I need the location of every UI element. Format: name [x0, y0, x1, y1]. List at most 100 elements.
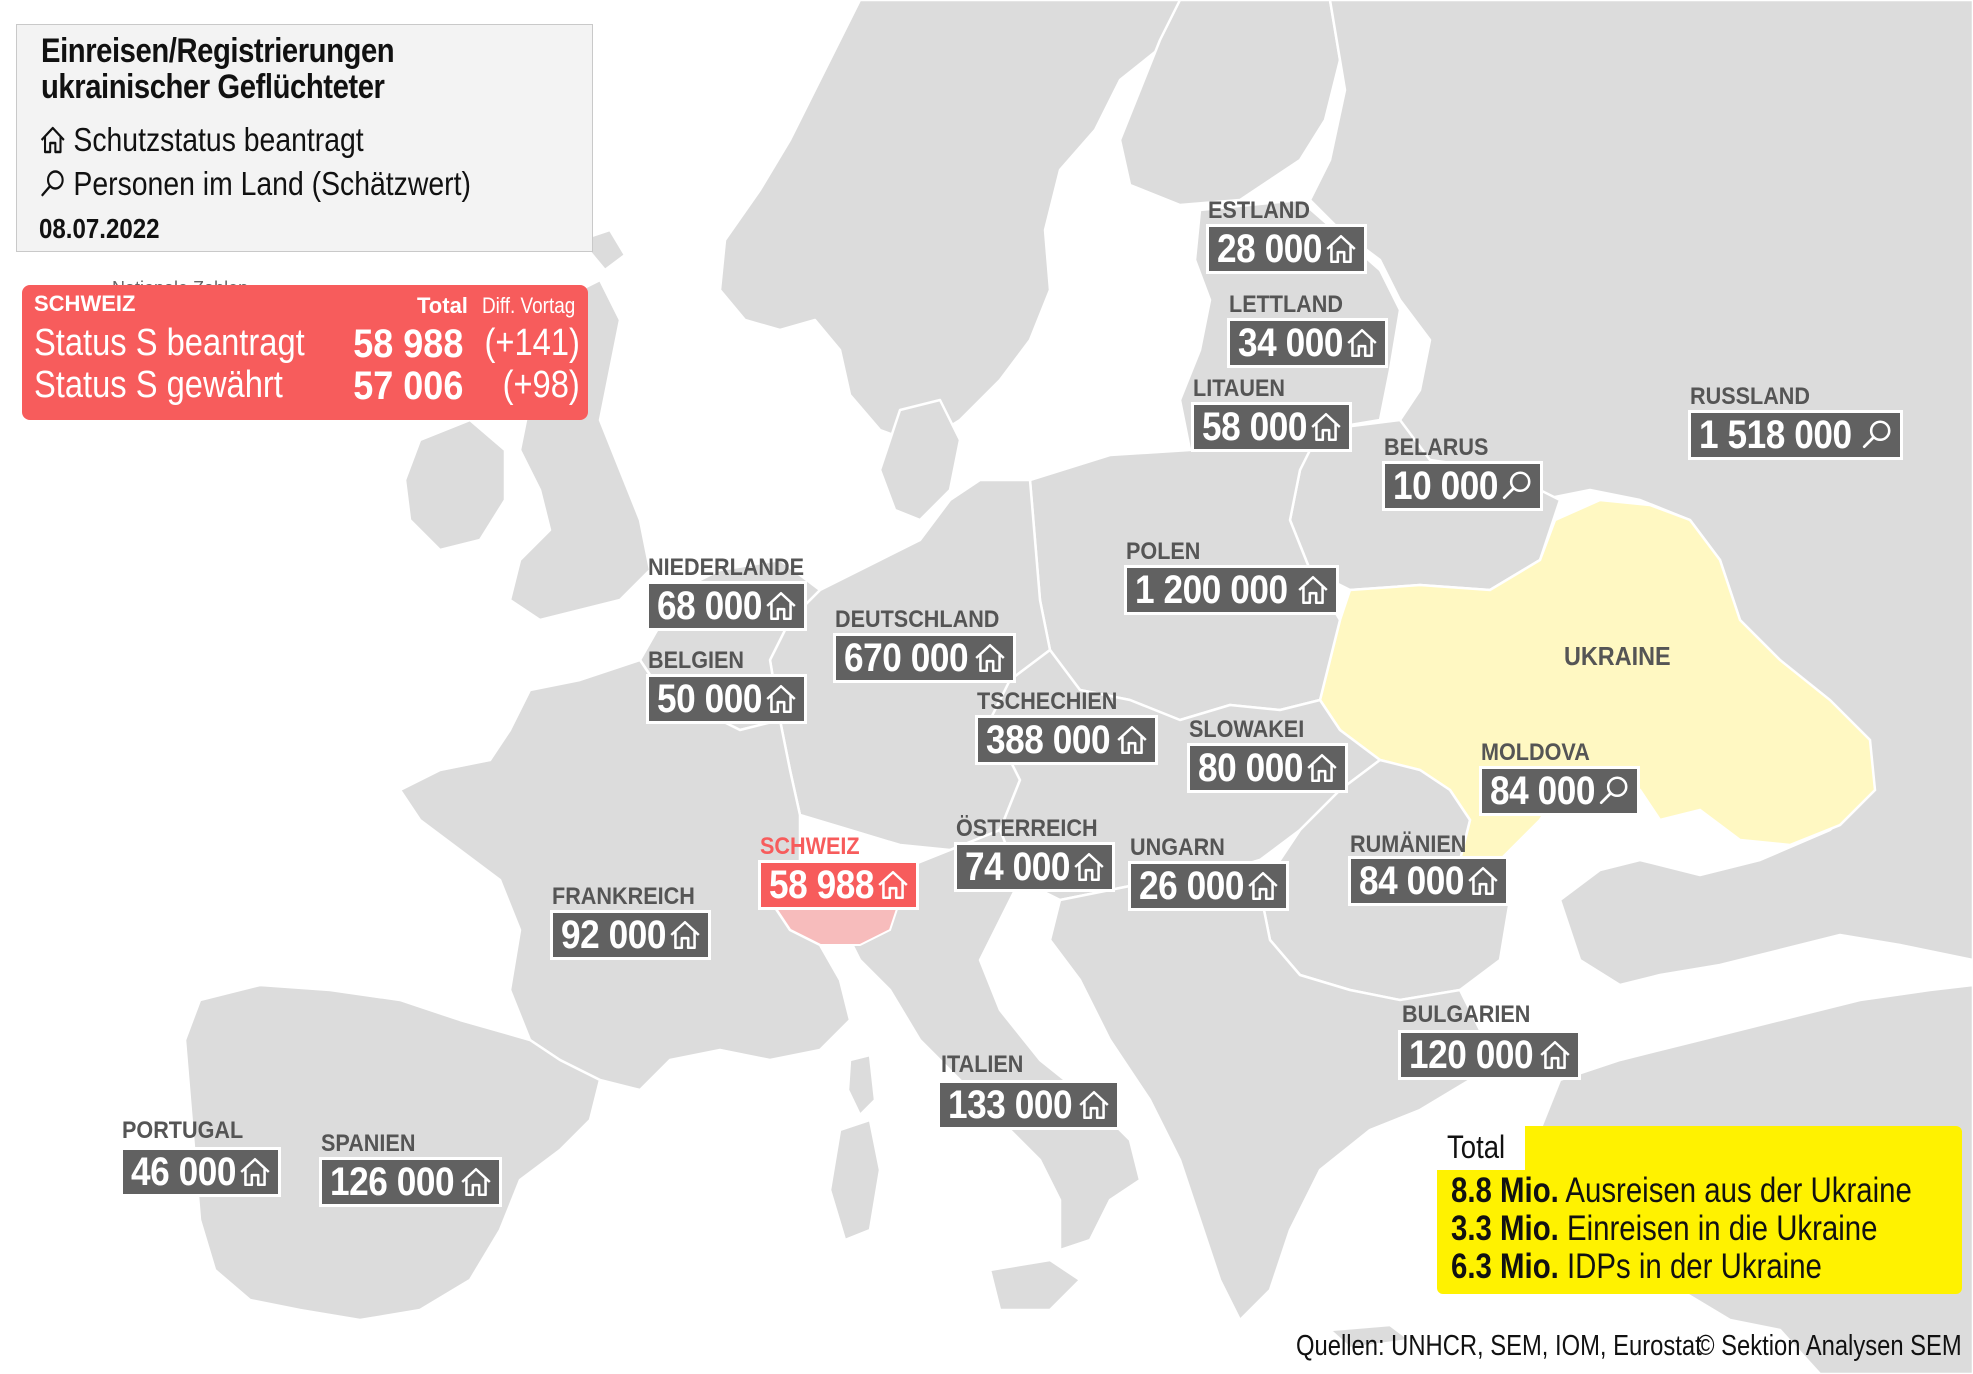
house-icon — [1326, 234, 1357, 264]
house-icon — [766, 684, 797, 714]
sicily-shape — [988, 1258, 1082, 1312]
totals-value-idps: 6.3 Mio. — [1451, 1247, 1559, 1286]
legend-date: 08.07.2022 — [39, 213, 160, 244]
country-name-ungarn: UNGARN — [1130, 834, 1225, 861]
country-box-oesterreich: 74 000 — [954, 842, 1116, 892]
country-value-tschechien: 388 000 — [986, 717, 1111, 762]
france-shape — [398, 658, 852, 1092]
switzerland-box-col-total: Total — [417, 293, 468, 318]
country-name-niederlande: NIEDERLANDE — [648, 554, 805, 581]
country-name-bulgarien: BULGARIEN — [1402, 1001, 1531, 1028]
country-name-portugal: PORTUGAL — [122, 1117, 244, 1144]
country-name-spanien: SPANIEN — [321, 1130, 416, 1157]
legend-title-line2: ukrainischer Geflüchteter — [41, 68, 385, 106]
country-box-ungarn: 26 000 — [1128, 861, 1290, 911]
totals-line-einreisen: 3.3 Mio. Einreisen in die Ukraine — [1451, 1209, 1878, 1249]
country-box-lettland: 34 000 — [1227, 318, 1389, 368]
search-icon — [1863, 420, 1891, 449]
country-name-litauen: LITAUEN — [1193, 375, 1285, 402]
totals-box: Total 8.8 Mio. Ausreisen aus der Ukraine… — [1435, 1124, 1962, 1294]
switzerland-info-box: SCHWEIZ Total Diff. Vortag Status S bean… — [22, 285, 588, 420]
house-icon — [670, 920, 701, 950]
country-box-bulgarien: 120 000 — [1398, 1030, 1582, 1080]
totals-text-idps: IDPs in der Ukraine — [1567, 1247, 1822, 1286]
country-name-slowakei: SLOWAKEI — [1189, 716, 1305, 743]
country-value-bulgarien: 120 000 — [1409, 1032, 1534, 1077]
country-value-lettland: 34 000 — [1238, 320, 1344, 365]
search-icon — [1600, 776, 1628, 805]
legend-stub-text: Nationale Zahlen — [112, 278, 249, 288]
country-box-niederlande: 68 000 — [646, 581, 808, 631]
search-icon — [1503, 471, 1531, 500]
house-icon — [1468, 866, 1499, 896]
house-icon — [1540, 1040, 1570, 1070]
sardinia-shape — [828, 1118, 882, 1242]
country-box-schweiz: 58 988 — [758, 860, 920, 910]
country-box-estland: 28 000 — [1206, 224, 1368, 274]
house-icon — [1298, 575, 1329, 605]
country-name-belgien: BELGIEN — [648, 647, 745, 674]
totals-value-ausreisen: 8.8 Mio. — [1451, 1171, 1559, 1210]
country-box-polen: 1 200 000 — [1124, 565, 1340, 615]
country-value-russland: 1 518 000 — [1699, 412, 1852, 457]
scandinavia-shape — [718, 0, 1182, 447]
house-icon — [461, 1167, 491, 1197]
totals-text-ausreisen: Ausreisen aus der Ukraine — [1565, 1171, 1912, 1210]
status-granted-diff: (+98) — [502, 364, 580, 406]
legend-search-label: Personen im Land (Schätzwert) — [73, 165, 471, 202]
status-applied-diff: (+141) — [484, 322, 580, 364]
country-name-russland: RUSSLAND — [1690, 383, 1811, 410]
denmark-shape — [878, 398, 962, 522]
legend-title-line1: Einreisen/Registrierungen — [41, 32, 395, 70]
house-icon — [1347, 328, 1378, 358]
country-value-moldova: 84 000 — [1490, 768, 1596, 813]
country-value-belgien: 50 000 — [657, 676, 763, 721]
country-box-tschechien: 388 000 — [975, 715, 1159, 765]
footer-copyright: © Sektion Analysen SEM — [1697, 1330, 1962, 1362]
iberia-shape — [183, 983, 602, 1322]
country-value-portugal: 46 000 — [131, 1149, 237, 1194]
country-value-spanien: 126 000 — [330, 1159, 455, 1204]
country-box-frankreich: 92 000 — [550, 910, 712, 960]
corsica-shape — [846, 1053, 877, 1117]
ireland-shape — [403, 418, 507, 552]
legend-row-house: Schutzstatus beantragt — [39, 121, 364, 159]
country-name-schweiz: SCHWEIZ — [760, 833, 860, 860]
house-icon — [975, 643, 1005, 673]
legend-house-label: Schutzstatus beantragt — [73, 121, 364, 158]
legend-box: Einreisen/Registrierungen ukrainischer G… — [16, 24, 593, 252]
country-value-ungarn: 26 000 — [1139, 863, 1245, 908]
legend-row-search: Personen im Land (Schätzwert) — [39, 165, 471, 203]
country-name-tschechien: TSCHECHIEN — [977, 688, 1118, 715]
house-icon — [240, 1157, 271, 1187]
status-applied-label: Status S beantragt — [34, 322, 305, 364]
country-name-belarus: BELARUS — [1384, 434, 1489, 461]
country-value-litauen: 58 000 — [1202, 404, 1308, 449]
country-box-slowakei: 80 000 — [1187, 743, 1349, 793]
country-name-oesterreich: ÖSTERREICH — [956, 815, 1098, 842]
legend-title: Einreisen/Registrierungen ukrainischer G… — [41, 33, 523, 105]
status-granted-total: 57 006 — [352, 364, 463, 408]
totals-text-einreisen: Einreisen in die Ukraine — [1567, 1209, 1878, 1248]
country-value-estland: 28 000 — [1217, 226, 1323, 271]
country-name-moldova: MOLDOVA — [1481, 739, 1590, 766]
house-icon — [40, 126, 65, 154]
totals-line-idps: 6.3 Mio. IDPs in der Ukraine — [1451, 1247, 1822, 1287]
house-icon — [1248, 871, 1279, 901]
country-name-italien: ITALIEN — [941, 1051, 1024, 1078]
country-name-deutschland: DEUTSCHLAND — [835, 606, 1000, 633]
house-icon — [1307, 753, 1338, 783]
country-box-moldova: 84 000 — [1479, 766, 1641, 816]
country-box-portugal: 46 000 — [120, 1147, 282, 1197]
house-icon — [878, 870, 909, 900]
totals-value-einreisen: 3.3 Mio. — [1451, 1209, 1559, 1248]
country-value-oesterreich: 74 000 — [965, 844, 1071, 889]
country-box-russland: 1 518 000 — [1688, 410, 1904, 460]
country-value-slowakei: 80 000 — [1198, 745, 1304, 790]
country-value-schweiz: 58 988 — [769, 862, 875, 907]
totals-line-ausreisen: 8.8 Mio. Ausreisen aus der Ukraine — [1451, 1171, 1912, 1211]
house-icon — [1311, 412, 1342, 442]
totals-title: Total — [1435, 1124, 1525, 1170]
switzerland-box-country: SCHWEIZ — [34, 291, 136, 316]
house-icon — [766, 591, 797, 621]
